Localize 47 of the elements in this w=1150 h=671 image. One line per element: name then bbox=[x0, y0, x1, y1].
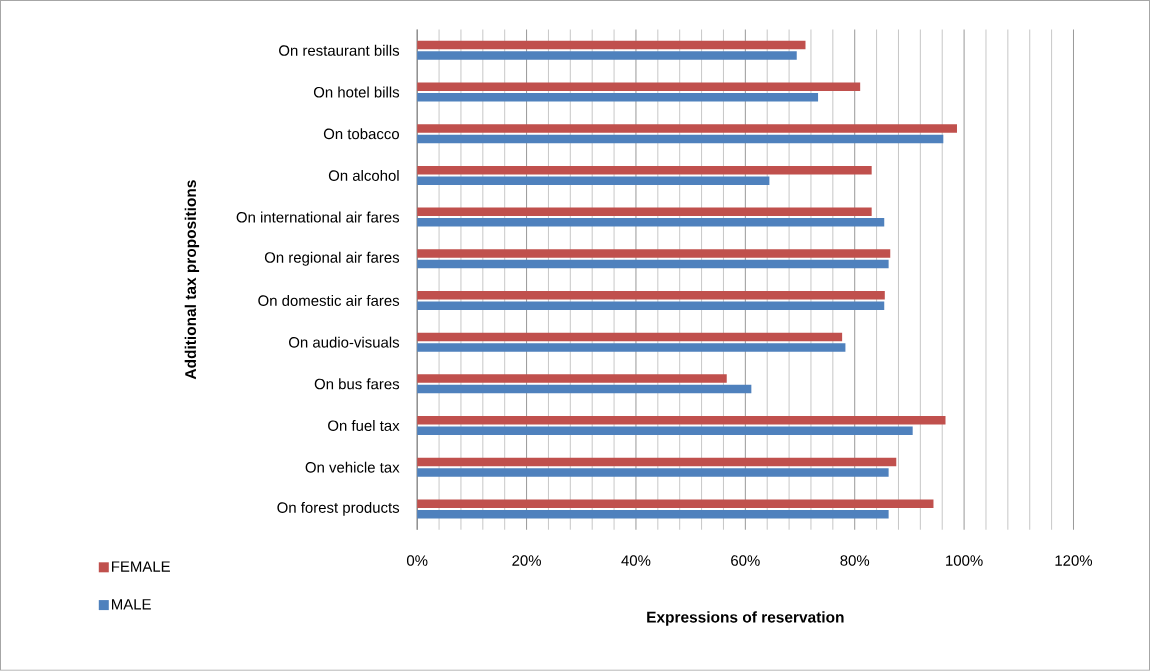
y-tick-label: On restaurant bills bbox=[279, 44, 400, 56]
bar bbox=[417, 249, 891, 258]
y-tick-label: On international air fares bbox=[236, 211, 400, 223]
x-tick-label: 0% bbox=[406, 555, 428, 566]
y-tick-label: On hotel bills bbox=[313, 86, 400, 98]
y-axis-title: Additional tax propositions bbox=[184, 180, 200, 380]
bar bbox=[417, 509, 889, 519]
bar bbox=[417, 384, 752, 394]
x-tick-label: 60% bbox=[731, 555, 760, 566]
x-tick-label: 40% bbox=[621, 555, 651, 566]
bar bbox=[417, 259, 889, 269]
bar bbox=[417, 343, 846, 352]
x-tick-label: 80% bbox=[840, 555, 870, 566]
bar bbox=[417, 166, 872, 175]
y-tick-label: On audio-visuals bbox=[289, 336, 400, 348]
legend-label: FEMALE bbox=[112, 561, 170, 572]
y-tick-label: On fuel tax bbox=[328, 420, 400, 432]
y-tick-label: On bus fares bbox=[314, 378, 400, 390]
bar bbox=[417, 457, 897, 467]
bar bbox=[417, 301, 885, 311]
x-tick-label: 120% bbox=[1055, 555, 1093, 566]
bar bbox=[417, 207, 872, 217]
y-tick-label: On vehicle tax bbox=[305, 461, 400, 473]
x-tick-label: 20% bbox=[512, 555, 541, 566]
y-tick-label: On alcohol bbox=[328, 170, 399, 181]
bar bbox=[417, 124, 957, 133]
x-axis-title: Expressions of reservation bbox=[647, 611, 844, 626]
bar bbox=[417, 176, 770, 186]
bar bbox=[417, 51, 797, 60]
bar bbox=[417, 426, 913, 436]
bar bbox=[417, 291, 885, 300]
bar bbox=[417, 134, 944, 144]
bar bbox=[417, 499, 934, 508]
y-tick-label: On tobacco bbox=[323, 128, 400, 140]
bar bbox=[417, 40, 806, 50]
bar bbox=[417, 332, 843, 342]
bar bbox=[417, 218, 885, 227]
legend-label: MALE bbox=[112, 599, 151, 610]
bar bbox=[417, 468, 889, 477]
bar bbox=[417, 416, 946, 425]
bar bbox=[417, 82, 861, 92]
x-tick-label: 100% bbox=[946, 555, 983, 566]
y-tick-label: On forest products bbox=[277, 502, 400, 516]
y-tick-label: On domestic air fares bbox=[258, 295, 400, 307]
bar bbox=[417, 93, 819, 102]
y-tick-label: On regional air fares bbox=[264, 251, 400, 266]
bar bbox=[417, 374, 727, 383]
